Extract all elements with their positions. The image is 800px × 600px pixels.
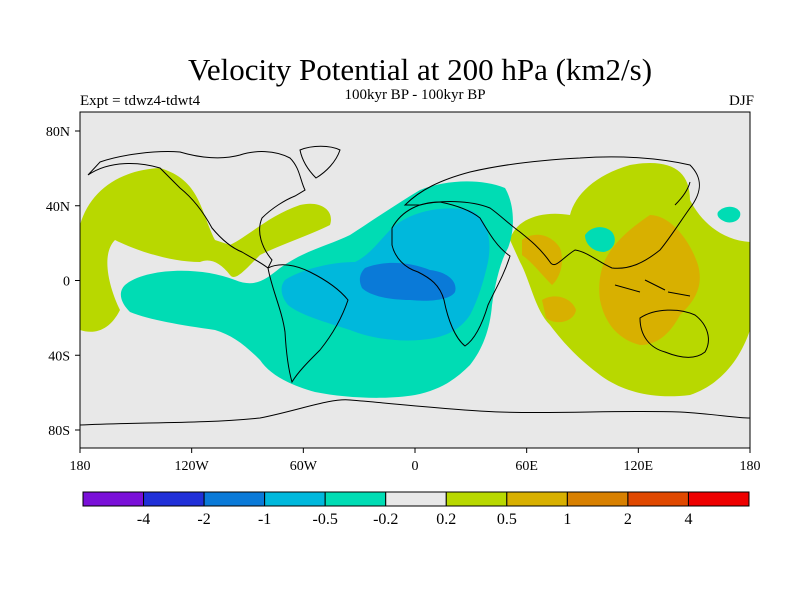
colorbar-swatch [143,491,205,507]
colorbar-label: -1 [258,511,271,528]
season-label: DJF [728,93,754,109]
colorbar-label: -2 [197,511,210,528]
x-tick-label: 60W [290,459,318,474]
colorbar-swatch [82,491,145,507]
colorbar-swatch [506,491,568,507]
contour-neg-scs [585,227,615,252]
contour-pos-npacific [80,168,331,332]
coast-australia [639,309,709,358]
x-tick-label: 180 [70,459,91,474]
y-tick-label: 40S [48,349,70,364]
y-tick-label: 0 [63,275,70,290]
x-tick-label: 60E [515,459,538,474]
x-tick-label: 120W [175,459,210,474]
y-tick-label: 80N [46,125,70,140]
coast-eurasia [403,156,700,269]
colorbar-label: 4 [684,511,692,528]
colorbar: -4 -2 -1 -0.5 -0.2 0.2 0.5 1 2 4 [82,491,750,528]
colorbar-label: -0.2 [373,511,398,528]
contour-neg-npac [717,206,741,223]
contour-neg-dark-blue-core [359,262,456,301]
y-axis-ticks: 80N 40N 0 40S 80S [46,125,80,439]
chart-subtitle: 100kyr BP - 100kyr BP [344,87,486,103]
colorbar-swatch [445,491,508,507]
y-tick-label: 40N [46,200,70,215]
colorbar-label: 0.5 [497,511,517,528]
colorbar-swatch [566,491,629,507]
coast-south-america [267,264,349,384]
colorbar-label: -0.5 [313,511,338,528]
coast-antarctica [80,399,750,426]
coast-greenland [299,145,341,179]
coast-africa [391,201,511,347]
colorbar-swatch [203,491,266,507]
colorbar-swatch [687,491,750,507]
colorbar-swatch [627,491,689,507]
contour-fields [80,163,750,398]
coast-north-america [87,151,306,269]
coastlines [80,145,750,426]
x-tick-label: 180 [740,459,761,474]
experiment-label: Expt = tdwz4-tdwt4 [80,93,201,109]
coast-japan [674,181,691,206]
y-tick-label: 80S [48,424,70,439]
x-tick-label: 120E [624,459,654,474]
x-tick-label: 0 [412,459,419,474]
colorbar-label: 0.2 [436,511,456,528]
contour-pos-orange-india [522,234,563,285]
colorbar-label: -4 [137,511,150,528]
colorbar-swatch [264,491,326,507]
coast-indonesia [614,279,691,297]
x-axis-ticks: 180 120W 60W 0 60E 120E 180 [70,448,761,474]
chart-title: Velocity Potential at 200 hPa (km2/s) [187,52,653,87]
colorbar-swatch [385,491,447,507]
colorbar-label: 1 [563,511,571,528]
contour-pos-orange-maritime [599,215,700,345]
colorbar-label: 2 [624,511,632,528]
contour-pos-orange-indian-ocean [542,296,576,323]
colorbar-swatch [324,491,387,507]
